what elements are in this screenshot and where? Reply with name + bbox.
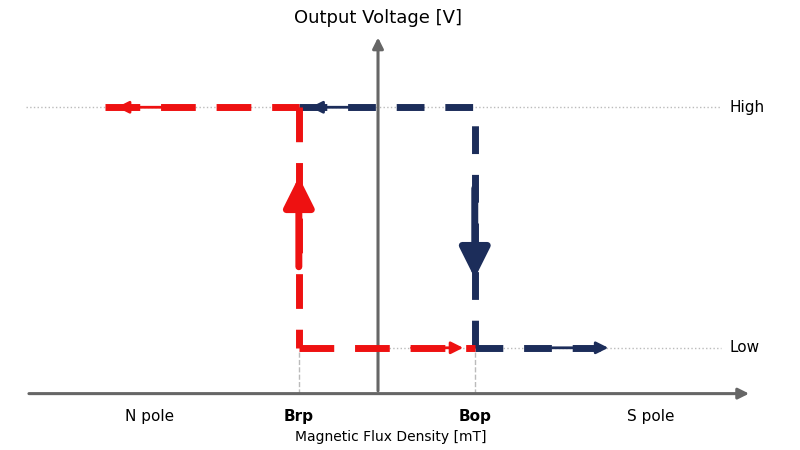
Text: Output Voltage [V]: Output Voltage [V] <box>294 9 462 27</box>
Text: N pole: N pole <box>125 409 174 424</box>
Text: S pole: S pole <box>627 409 674 424</box>
Text: High: High <box>730 100 765 115</box>
Text: Magnetic Flux Density [mT]: Magnetic Flux Density [mT] <box>295 430 487 444</box>
Text: Low: Low <box>730 340 760 356</box>
Text: Brp: Brp <box>284 409 314 424</box>
Text: Bop: Bop <box>458 409 491 424</box>
